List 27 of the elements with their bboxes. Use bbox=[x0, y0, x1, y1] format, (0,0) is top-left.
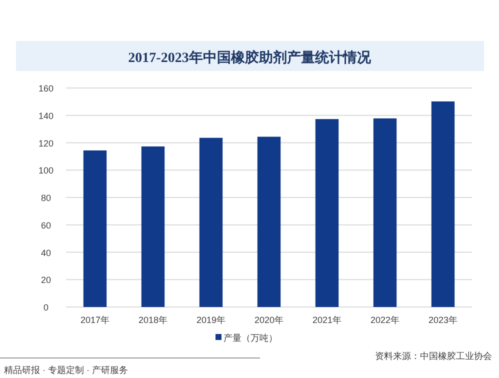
x-tick-label: 2023年 bbox=[428, 315, 458, 325]
y-tick-label: 140 bbox=[38, 110, 54, 121]
text: 资料来源：中国橡胶工业协会 bbox=[375, 351, 492, 361]
y-tick-label: 80 bbox=[40, 193, 52, 203]
bar bbox=[373, 118, 397, 307]
legend-label: 产量（万吨） bbox=[224, 333, 278, 343]
x-tick-label: 2018年 bbox=[138, 315, 168, 325]
bar bbox=[141, 146, 165, 307]
y-tick-label: 100 bbox=[38, 166, 54, 176]
y-tick-label: 20 bbox=[40, 275, 52, 286]
bar bbox=[315, 119, 339, 307]
x-tick-label: 2022年 bbox=[370, 315, 400, 325]
x-tick-label: 2020年 bbox=[254, 315, 284, 325]
x-tick-label: 2019年 bbox=[196, 315, 226, 325]
x-tick-label: 2021年 bbox=[312, 315, 342, 325]
bar bbox=[431, 101, 455, 307]
bar bbox=[199, 138, 223, 307]
y-tick-label: 0 bbox=[43, 302, 49, 312]
y-tick-label: 40 bbox=[40, 248, 52, 258]
text: 精品研报 · 专题定制 · 产研服务 bbox=[4, 365, 128, 375]
chart-title: 2017-2023年中国橡胶助剂产量统计情况 bbox=[128, 49, 372, 66]
x-tick-label: 2017年 bbox=[80, 315, 110, 325]
bar bbox=[257, 136, 281, 307]
bar bbox=[83, 150, 107, 307]
y-tick-label: 120 bbox=[38, 138, 54, 148]
y-tick-label: 160 bbox=[38, 84, 54, 94]
y-tick-label: 60 bbox=[40, 220, 52, 230]
